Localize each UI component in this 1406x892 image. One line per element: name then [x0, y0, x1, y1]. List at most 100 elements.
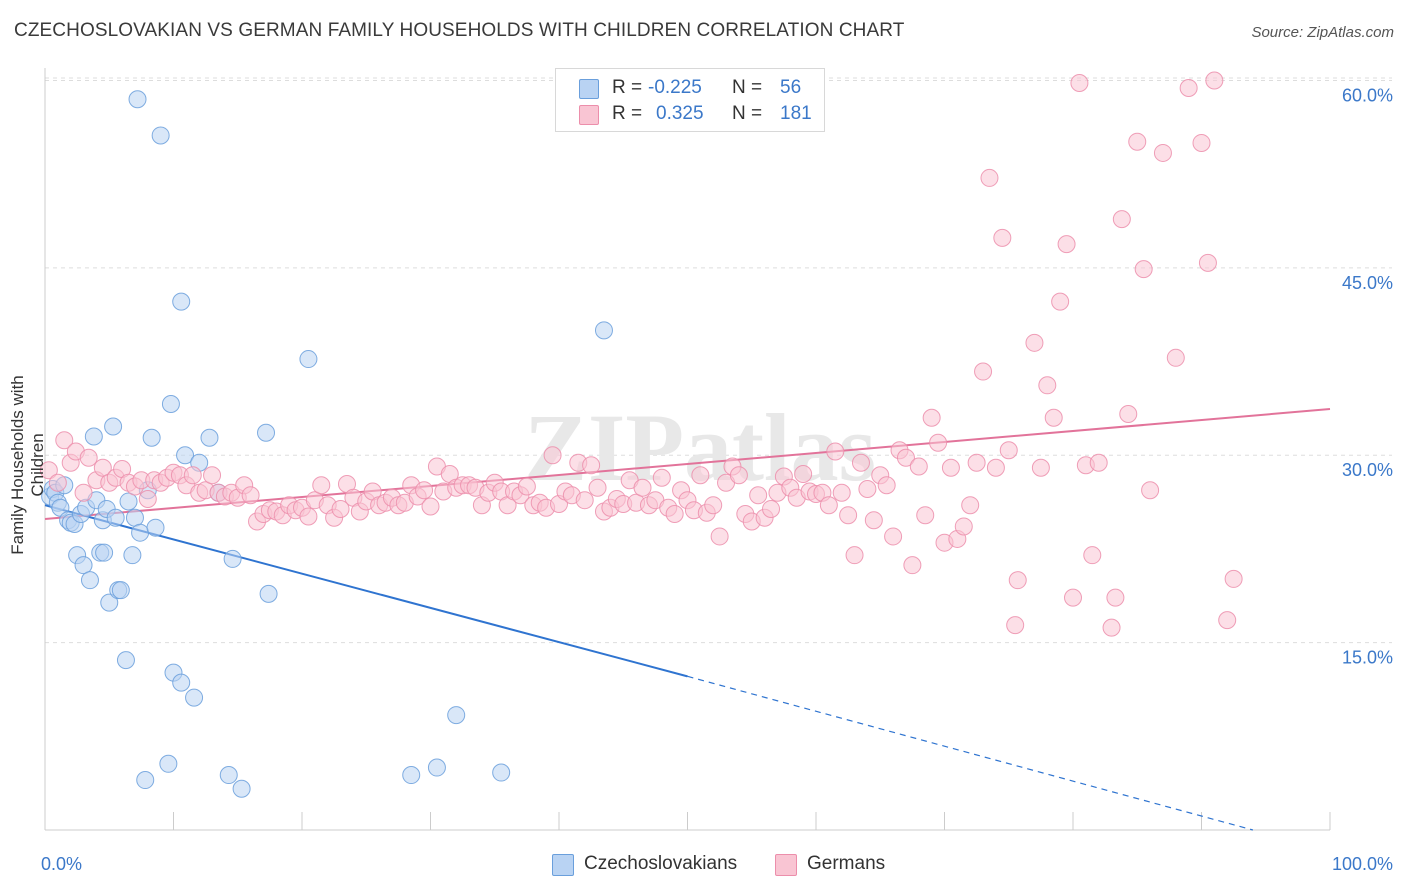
series-germans	[39, 71, 1243, 637]
point-czechoslovakian	[80, 571, 99, 590]
tick-labels: 15.0% 30.0% 45.0% 60.0% 0.0% 100.0%	[41, 85, 1393, 874]
point-czechoslovakian	[104, 417, 123, 436]
point-german	[633, 478, 652, 497]
point-german	[1205, 71, 1224, 90]
grid-lines	[45, 77, 1392, 644]
legend-label: Germans	[807, 853, 886, 874]
point-czechoslovakian	[259, 584, 278, 603]
x-tick-label: 0.0%	[41, 854, 82, 874]
point-german	[138, 489, 157, 508]
point-czechoslovakian	[151, 126, 170, 145]
point-czechoslovakian	[95, 543, 114, 562]
point-czechoslovakian	[427, 758, 446, 777]
point-german	[993, 228, 1012, 247]
point-german	[986, 458, 1005, 477]
y-tick-label: 45.0%	[1342, 273, 1393, 293]
point-german	[575, 491, 594, 510]
point-czechoslovakian	[111, 581, 130, 600]
n-value: 56	[780, 77, 802, 98]
point-german	[1070, 73, 1089, 92]
chart-title: CZECHOSLOVAKIAN VS GERMAN FAMILY HOUSEHO…	[14, 20, 905, 41]
point-german	[543, 446, 562, 465]
point-german	[1141, 481, 1160, 500]
point-german	[896, 448, 915, 467]
point-german	[1134, 260, 1153, 279]
point-czechoslovakian	[84, 427, 103, 446]
point-german	[845, 546, 864, 565]
point-german	[819, 496, 838, 515]
point-czechoslovakian	[142, 428, 161, 447]
point-german	[1008, 571, 1027, 590]
point-german	[312, 476, 331, 495]
point-german	[1153, 143, 1172, 162]
point-czechoslovakian	[116, 651, 135, 670]
point-german	[884, 527, 903, 546]
point-czechoslovakian	[257, 423, 276, 442]
point-czechoslovakian	[223, 549, 242, 568]
point-german	[999, 441, 1018, 460]
point-german	[903, 556, 922, 575]
point-german	[974, 362, 993, 381]
y-tick-label: 60.0%	[1342, 85, 1393, 105]
point-german	[1192, 133, 1211, 152]
y-axis-label: Family Households with Children	[8, 375, 47, 555]
point-german	[941, 458, 960, 477]
n-label: N =	[732, 103, 763, 124]
point-czechoslovakian	[106, 508, 125, 527]
point-german	[415, 481, 434, 500]
point-german	[74, 483, 93, 502]
legend: Czechoslovakians Germans	[0, 852, 1406, 876]
point-german	[1057, 235, 1076, 254]
point-czechoslovakian	[172, 292, 191, 311]
point-german	[858, 479, 877, 498]
point-czechoslovakian	[492, 763, 511, 782]
stats-row-germans: R = 0.325 N = 181	[576, 102, 816, 126]
point-german	[1218, 611, 1237, 630]
stats-swatch-blue	[579, 79, 599, 99]
point-german	[39, 461, 58, 480]
point-czechoslovakian	[159, 754, 178, 773]
y-tick-label: 15.0%	[1342, 648, 1393, 668]
r-value: -0.225	[648, 77, 702, 98]
point-german	[826, 442, 845, 461]
point-german	[48, 473, 67, 492]
stats-row-czechoslovakians: R = -0.225 N = 56	[576, 76, 816, 100]
point-german	[652, 468, 671, 487]
point-czechoslovakian	[200, 428, 219, 447]
point-german	[864, 511, 883, 530]
point-czechoslovakian	[176, 446, 195, 465]
point-german	[421, 497, 440, 516]
point-german	[954, 517, 973, 536]
trend-line-czechoslovakians-extrapolated	[687, 675, 1254, 831]
point-german	[832, 483, 851, 502]
point-german	[762, 499, 781, 518]
trend-line-germans	[44, 408, 1331, 520]
point-german	[704, 496, 723, 515]
point-german	[241, 486, 260, 505]
point-german	[1006, 616, 1025, 635]
point-german	[1025, 333, 1044, 352]
point-german	[1044, 408, 1063, 427]
n-label: N =	[732, 77, 763, 98]
point-german	[331, 499, 350, 518]
point-german	[1083, 546, 1102, 565]
point-german	[1064, 588, 1082, 607]
y-tick-label: 30.0%	[1342, 460, 1393, 480]
point-czechoslovakian	[402, 766, 421, 785]
point-german	[1102, 618, 1121, 637]
legend-label: Czechoslovakians	[584, 853, 738, 874]
point-german	[922, 408, 941, 427]
point-german	[851, 453, 870, 472]
point-czechoslovakian	[185, 688, 204, 707]
source-label: Source: ZipAtlas.com	[1251, 24, 1394, 41]
legend-swatch-blue	[552, 854, 574, 876]
r-label: R =	[612, 77, 643, 98]
point-czechoslovakian	[172, 673, 191, 692]
point-german	[1166, 348, 1185, 367]
point-czechoslovakian	[447, 706, 466, 725]
point-czechoslovakian	[232, 779, 251, 798]
point-german	[665, 504, 684, 523]
point-german	[582, 456, 601, 475]
point-german	[929, 433, 948, 452]
point-german	[729, 466, 748, 485]
